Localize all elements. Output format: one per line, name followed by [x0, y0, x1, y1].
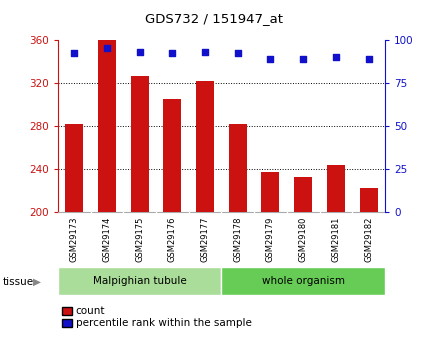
Text: GSM29177: GSM29177	[201, 217, 210, 262]
Point	[299, 56, 307, 61]
Text: GSM29174: GSM29174	[102, 217, 111, 262]
Text: GSM29178: GSM29178	[233, 217, 242, 262]
Text: GSM29175: GSM29175	[135, 217, 144, 262]
Text: GSM29179: GSM29179	[266, 217, 275, 262]
Point	[169, 51, 176, 56]
Text: GSM29173: GSM29173	[70, 217, 79, 262]
Bar	[131, 76, 149, 212]
Text: GSM29176: GSM29176	[168, 217, 177, 262]
Bar	[229, 124, 247, 212]
Bar	[163, 99, 181, 212]
Bar	[294, 177, 312, 212]
Text: GSM29180: GSM29180	[299, 217, 307, 262]
Point	[267, 56, 274, 61]
Point	[332, 54, 340, 60]
Bar	[222, 267, 385, 295]
Text: GSM29181: GSM29181	[332, 217, 340, 262]
Bar	[327, 165, 345, 212]
Point	[136, 49, 143, 55]
Bar	[65, 124, 83, 212]
Text: GDS732 / 151947_at: GDS732 / 151947_at	[145, 12, 283, 25]
Bar	[58, 267, 222, 295]
Bar	[98, 40, 116, 212]
Text: percentile rank within the sample: percentile rank within the sample	[76, 318, 251, 328]
Point	[71, 51, 78, 56]
Bar	[262, 172, 279, 212]
Point	[103, 46, 110, 51]
Text: Malpighian tubule: Malpighian tubule	[93, 276, 186, 286]
Bar	[196, 81, 214, 212]
Text: tissue: tissue	[2, 277, 33, 287]
Text: count: count	[76, 306, 105, 316]
Point	[365, 56, 372, 61]
Bar	[360, 188, 377, 212]
Point	[234, 51, 241, 56]
Text: GSM29182: GSM29182	[364, 217, 373, 262]
Point	[202, 49, 209, 55]
Text: ▶: ▶	[32, 277, 40, 287]
Text: whole organism: whole organism	[262, 276, 345, 286]
